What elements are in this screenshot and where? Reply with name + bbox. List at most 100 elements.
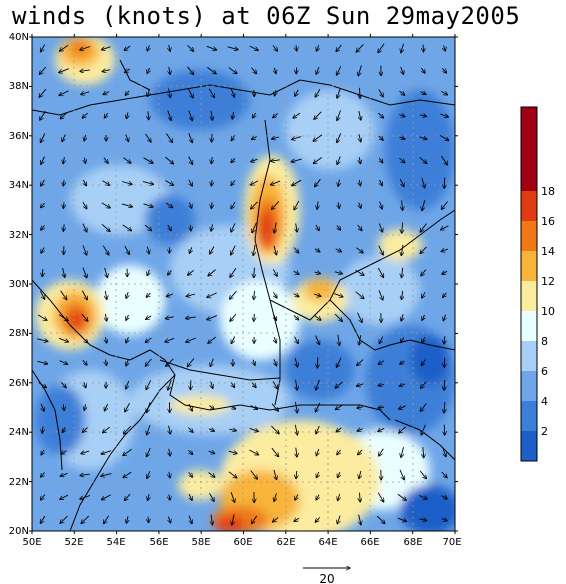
colorbar-label: 14 [541, 245, 555, 258]
wind-vector-arrow [208, 336, 216, 343]
wind-vector-arrow [274, 469, 277, 480]
wind-vector-arrow [338, 493, 340, 501]
wind-vector-arrow [336, 357, 342, 368]
wind-vector-arrow [82, 427, 88, 433]
wind-vector-arrow [81, 515, 90, 524]
wind-vector-arrow [59, 44, 69, 51]
wind-vector-arrow [442, 271, 448, 274]
wind-vector-arrow [37, 339, 48, 342]
wind-vector-arrow [274, 337, 276, 343]
wind-vector-arrow [356, 247, 363, 253]
wind-vector-arrow [146, 316, 152, 320]
wind-vector-arrow [397, 493, 407, 500]
wind-vector-arrow [360, 87, 361, 99]
wind-vector-arrow [168, 224, 171, 231]
wind-vector-arrow [314, 111, 322, 120]
lat-label: 30N [9, 279, 29, 290]
wind-vector-arrow [40, 290, 44, 299]
wind-vector-arrow [58, 314, 68, 321]
wind-vector-arrow [401, 43, 404, 53]
wind-vector-arrow [227, 46, 239, 50]
wind-vector-arrow [80, 70, 90, 72]
wind-vector-arrow [402, 200, 403, 210]
wind-vector-arrow [270, 180, 281, 185]
wind-vector-arrow [274, 359, 277, 366]
map-gridlines [32, 37, 455, 531]
wind-vector-arrow [230, 267, 237, 277]
colorbar-bin [521, 281, 537, 311]
wind-vector-arrow [188, 179, 193, 186]
wind-vector-arrow [101, 223, 110, 231]
wind-vector-arrow [81, 313, 88, 321]
wind-vector-arrow [295, 494, 298, 500]
wind-vector-arrow [187, 358, 195, 366]
wind-vector-arrow [399, 90, 404, 95]
wind-vector-arrow [231, 245, 236, 255]
wind-vector-arrow [421, 269, 427, 276]
wind-vector-arrow [439, 135, 449, 141]
wind-vector-arrow [378, 89, 383, 97]
colorbar-bin [521, 311, 537, 341]
wind-vector-arrow [40, 133, 46, 142]
wind-vector-arrow [271, 447, 279, 457]
wind-vector-arrow [402, 222, 403, 234]
wind-vector-arrow [274, 222, 276, 234]
wind-vector-arrow [188, 133, 193, 143]
wind-vector-arrow [41, 449, 44, 455]
wind-vector-arrow [126, 112, 128, 118]
wind-vector-arrow [357, 407, 364, 408]
wind-vector-arrow [376, 515, 385, 524]
wind-vector-arrow [124, 493, 131, 501]
wind-vector-arrow [401, 244, 403, 256]
wind-vector-arrow [359, 133, 361, 142]
wind-vector-arrow [102, 180, 110, 186]
wind-vector-arrow [334, 313, 342, 322]
colorbar-label: 18 [541, 185, 555, 198]
wind-vector-arrow [337, 515, 340, 524]
wind-vector-arrow [440, 114, 448, 117]
wind-vector-arrow [207, 67, 216, 74]
wind-vector-arrow [313, 134, 323, 142]
wind-vector-arrow [60, 111, 68, 119]
wind-vector-arrow [208, 269, 216, 276]
lon-label: 56E [149, 537, 168, 548]
wind-vector-arrow [357, 429, 363, 432]
colorbar-bin [521, 341, 537, 371]
wind-vector-arrow [144, 224, 152, 231]
wind-vector-arrow [60, 494, 69, 499]
wind-vector-arrow [423, 446, 424, 458]
lon-label: 64E [318, 537, 337, 548]
lat-label: 24N [9, 427, 29, 438]
wind-vector-arrow [316, 471, 318, 478]
wind-vector-arrow [251, 382, 256, 388]
wind-vector-arrow [378, 112, 383, 118]
wind-vector-arrow [337, 66, 342, 75]
wind-vector-arrow [441, 496, 448, 499]
wind-vector-arrow [419, 137, 428, 140]
wind-vector-arrow [60, 290, 67, 300]
reference-label: 20 [319, 572, 334, 584]
wind-vector-arrow [166, 133, 172, 143]
wind-vector-arrow [444, 379, 445, 391]
wind-vector-arrow [63, 157, 64, 164]
colorbar-bin [521, 221, 537, 251]
wind-vector-arrow [126, 359, 128, 366]
wind-vector-arrow [42, 426, 43, 434]
wind-vector-arrow [168, 516, 170, 523]
wind-vector-arrow [103, 92, 110, 95]
wind-vector-arrow [169, 494, 170, 500]
wind-vector-arrow [421, 424, 426, 435]
wind-vector-arrow [444, 401, 445, 413]
wind-vector-arrow [271, 425, 279, 434]
wind-vector-arrow [420, 246, 427, 254]
wind-vector-arrow [165, 202, 173, 208]
wind-vector-arrow [207, 292, 217, 298]
wind-vector-arrow [335, 405, 343, 409]
wind-vector-arrow [102, 70, 111, 72]
wind-vector-arrow [41, 225, 45, 231]
wind-vector-arrow [82, 112, 88, 118]
wind-vector-arrow [422, 292, 425, 298]
wind-vector-arrow [274, 67, 276, 74]
wind-vector-arrow [231, 382, 234, 388]
wind-vector-arrow [314, 272, 321, 274]
